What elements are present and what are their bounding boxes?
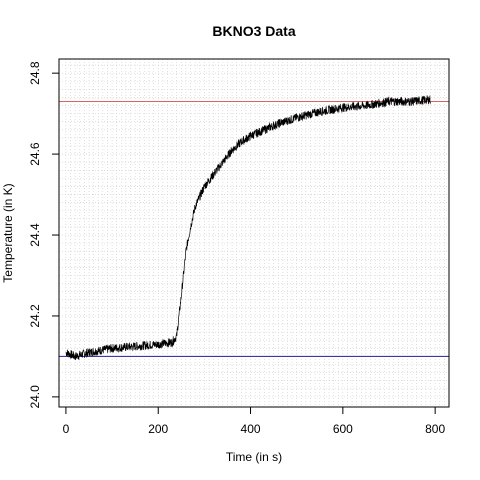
plot-frame bbox=[58, 58, 450, 408]
x-axis-label: Time (in s) bbox=[226, 450, 282, 464]
x-tick-label: 400 bbox=[241, 422, 261, 436]
chart-title: BKNO3 Data bbox=[212, 23, 295, 39]
y-tick-label: 24.8 bbox=[28, 61, 42, 85]
y-tick-label: 24.4 bbox=[28, 223, 42, 247]
y-tick-label: 24.6 bbox=[28, 142, 42, 166]
y-tick-label: 24.0 bbox=[28, 385, 42, 409]
x-tick-label: 200 bbox=[148, 422, 168, 436]
x-tick-label: 600 bbox=[333, 422, 353, 436]
y-tick-label: 24.2 bbox=[28, 304, 42, 328]
reference-lines bbox=[59, 100, 449, 357]
x-tick-label: 0 bbox=[63, 422, 70, 436]
y-axis-label: Temperature (in K) bbox=[1, 183, 15, 282]
x-axis: 0 200 400 600 800 bbox=[63, 406, 445, 436]
series-layer bbox=[65, 95, 431, 361]
y-axis: 24.0 24.2 24.4 24.6 24.8 bbox=[28, 61, 60, 409]
x-tick-label: 800 bbox=[425, 422, 445, 436]
grid bbox=[59, 59, 450, 407]
series-line-0 bbox=[65, 95, 431, 361]
